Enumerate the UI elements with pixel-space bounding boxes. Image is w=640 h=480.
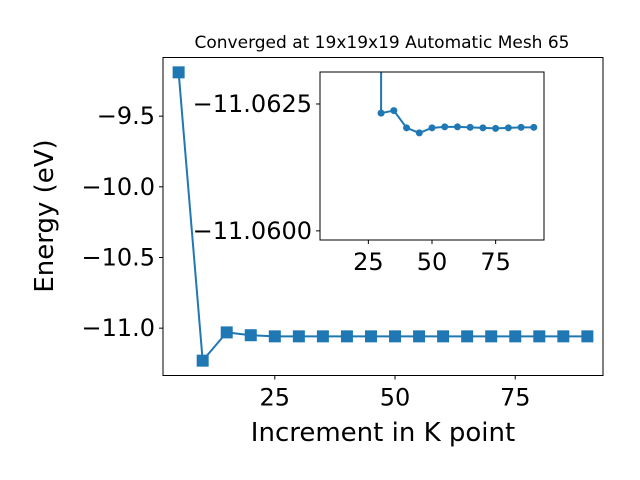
main-data-point [389,330,402,343]
x-axis-label: Increment in K point [251,418,515,448]
inset-x-tick-label: 75 [480,248,511,276]
inset-data-point [403,124,411,132]
inset-x-tick-label: 25 [353,248,384,276]
inset-data-point [441,123,449,131]
chart-title: Converged at 19x19x19 Automatic Mesh 65 [195,33,570,53]
main-y-tick-label: −10.5 [81,243,155,271]
main-y-tick-label: −11.0 [81,314,155,342]
inset-data-point [504,124,512,132]
main-y-tick-label: −10.0 [81,173,155,201]
main-data-point [172,66,185,79]
main-x-tick-label: 75 [500,384,531,412]
main-data-point [220,326,233,339]
y-axis-label: Energy (eV) [30,139,60,292]
main-series [172,66,594,367]
main-data-point [509,330,522,343]
main-data-point [292,330,305,343]
main-x-tick-label: 25 [260,384,291,412]
main-data-point [437,330,450,343]
main-y-tick-label: −9.5 [97,102,155,130]
main-data-point [268,330,281,343]
inset-x-tick-label: 50 [417,248,448,276]
main-data-point [340,330,353,343]
main-data-point [316,330,329,343]
main-x-tick-label: 50 [380,384,411,412]
inset-data-point [517,123,525,131]
inset-data-point [453,123,461,131]
inset-y-tick-label: −11.0600 [193,217,312,245]
main-data-point [196,354,209,367]
main-data-point [461,330,474,343]
main-data-point [485,330,498,343]
inset-data-point [530,123,538,131]
inset-data-point [390,107,398,115]
main-data-point [364,330,377,343]
main-data-point [581,330,594,343]
inset-axis-ticks: 25 50 75 −11.0625 −11.0600 [193,90,511,276]
main-data-point [244,329,257,342]
main-axis-ticks: 25 50 75 −9.5 −10.0 −10.5 −11.0 [81,102,530,411]
inset-data-point [466,123,474,131]
main-data-point [557,330,570,343]
inset-y-tick-label: −11.0625 [193,90,312,118]
main-plot-frame [162,57,604,376]
inset-data-point [377,109,385,117]
inset-data-point [492,124,500,132]
inset-series [377,72,538,137]
inset-data-point [428,124,436,132]
main-data-point [533,330,546,343]
inset-data-point [415,129,423,137]
inset-background [320,72,544,240]
main-data-point [413,330,426,343]
inset-data-point [479,124,487,132]
